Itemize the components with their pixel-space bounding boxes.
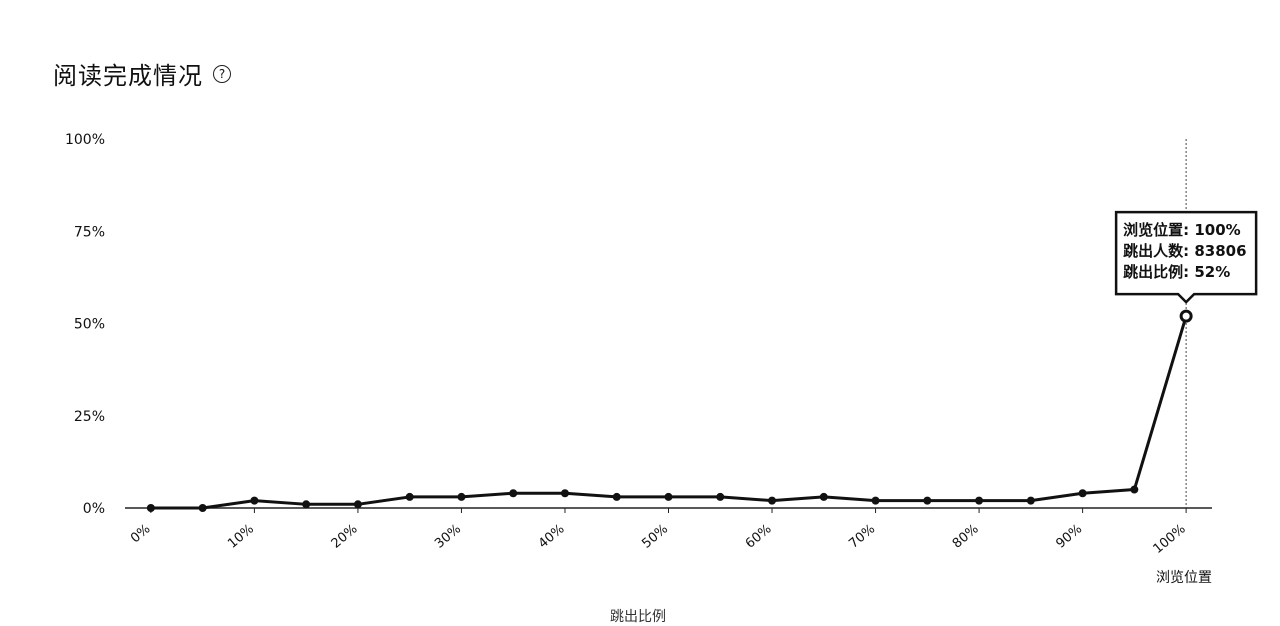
data-point[interactable] — [1026, 496, 1035, 505]
tooltip-line: 跳出比例: 52% — [1123, 263, 1230, 281]
data-point[interactable] — [560, 489, 569, 498]
data-point[interactable] — [1078, 489, 1087, 498]
legend-label[interactable]: 跳出比例 — [610, 609, 666, 625]
y-tick-label: 50% — [74, 317, 105, 333]
data-point[interactable] — [716, 492, 725, 501]
data-point[interactable] — [457, 492, 466, 501]
data-point[interactable] — [923, 496, 932, 505]
data-point[interactable] — [509, 489, 518, 498]
data-point[interactable] — [250, 496, 259, 505]
data-point[interactable] — [146, 504, 155, 512]
data-point[interactable] — [768, 496, 777, 505]
tooltip-line: 浏览位置: 100% — [1123, 221, 1241, 239]
data-point[interactable] — [353, 500, 362, 509]
x-tick-label: 50% — [639, 522, 671, 552]
y-tick-label: 100% — [65, 132, 105, 148]
y-tick-label: 75% — [74, 224, 105, 240]
question-circle-icon[interactable]: ? — [213, 64, 231, 83]
data-point[interactable] — [198, 504, 207, 512]
x-tick-label: 10% — [225, 522, 257, 552]
x-tick-label: 30% — [432, 522, 464, 552]
tooltip-line: 跳出人数: 83806 — [1123, 242, 1246, 260]
data-point[interactable] — [612, 492, 621, 501]
data-point[interactable] — [975, 496, 984, 505]
data-point[interactable] — [1130, 485, 1139, 494]
data-point[interactable] — [302, 500, 311, 509]
x-tick-label: 60% — [743, 522, 775, 552]
y-tick-label: 0% — [83, 501, 105, 517]
series-line — [150, 315, 1188, 510]
x-tick-label: 0% — [128, 522, 153, 547]
y-tick-label: 25% — [74, 409, 105, 425]
data-point[interactable] — [871, 496, 880, 505]
x-tick-label: 20% — [329, 522, 361, 552]
tooltip-box — [1114, 210, 1258, 304]
x-tick-label: 40% — [536, 522, 568, 552]
data-point[interactable] — [405, 492, 414, 501]
x-tick-label: 70% — [846, 522, 878, 552]
title-group: 阅读完成情况 ? — [53, 56, 231, 91]
x-tick-label: 90% — [1053, 522, 1085, 552]
page-title: 阅读完成情况 — [53, 62, 203, 90]
data-point-active[interactable] — [1179, 309, 1193, 323]
x-tick-label: 80% — [950, 522, 982, 552]
data-point[interactable] — [819, 492, 828, 501]
x-tick-label: 100% — [1151, 522, 1189, 557]
data-point[interactable] — [664, 492, 673, 501]
x-axis-title: 浏览位置 — [1156, 570, 1212, 586]
